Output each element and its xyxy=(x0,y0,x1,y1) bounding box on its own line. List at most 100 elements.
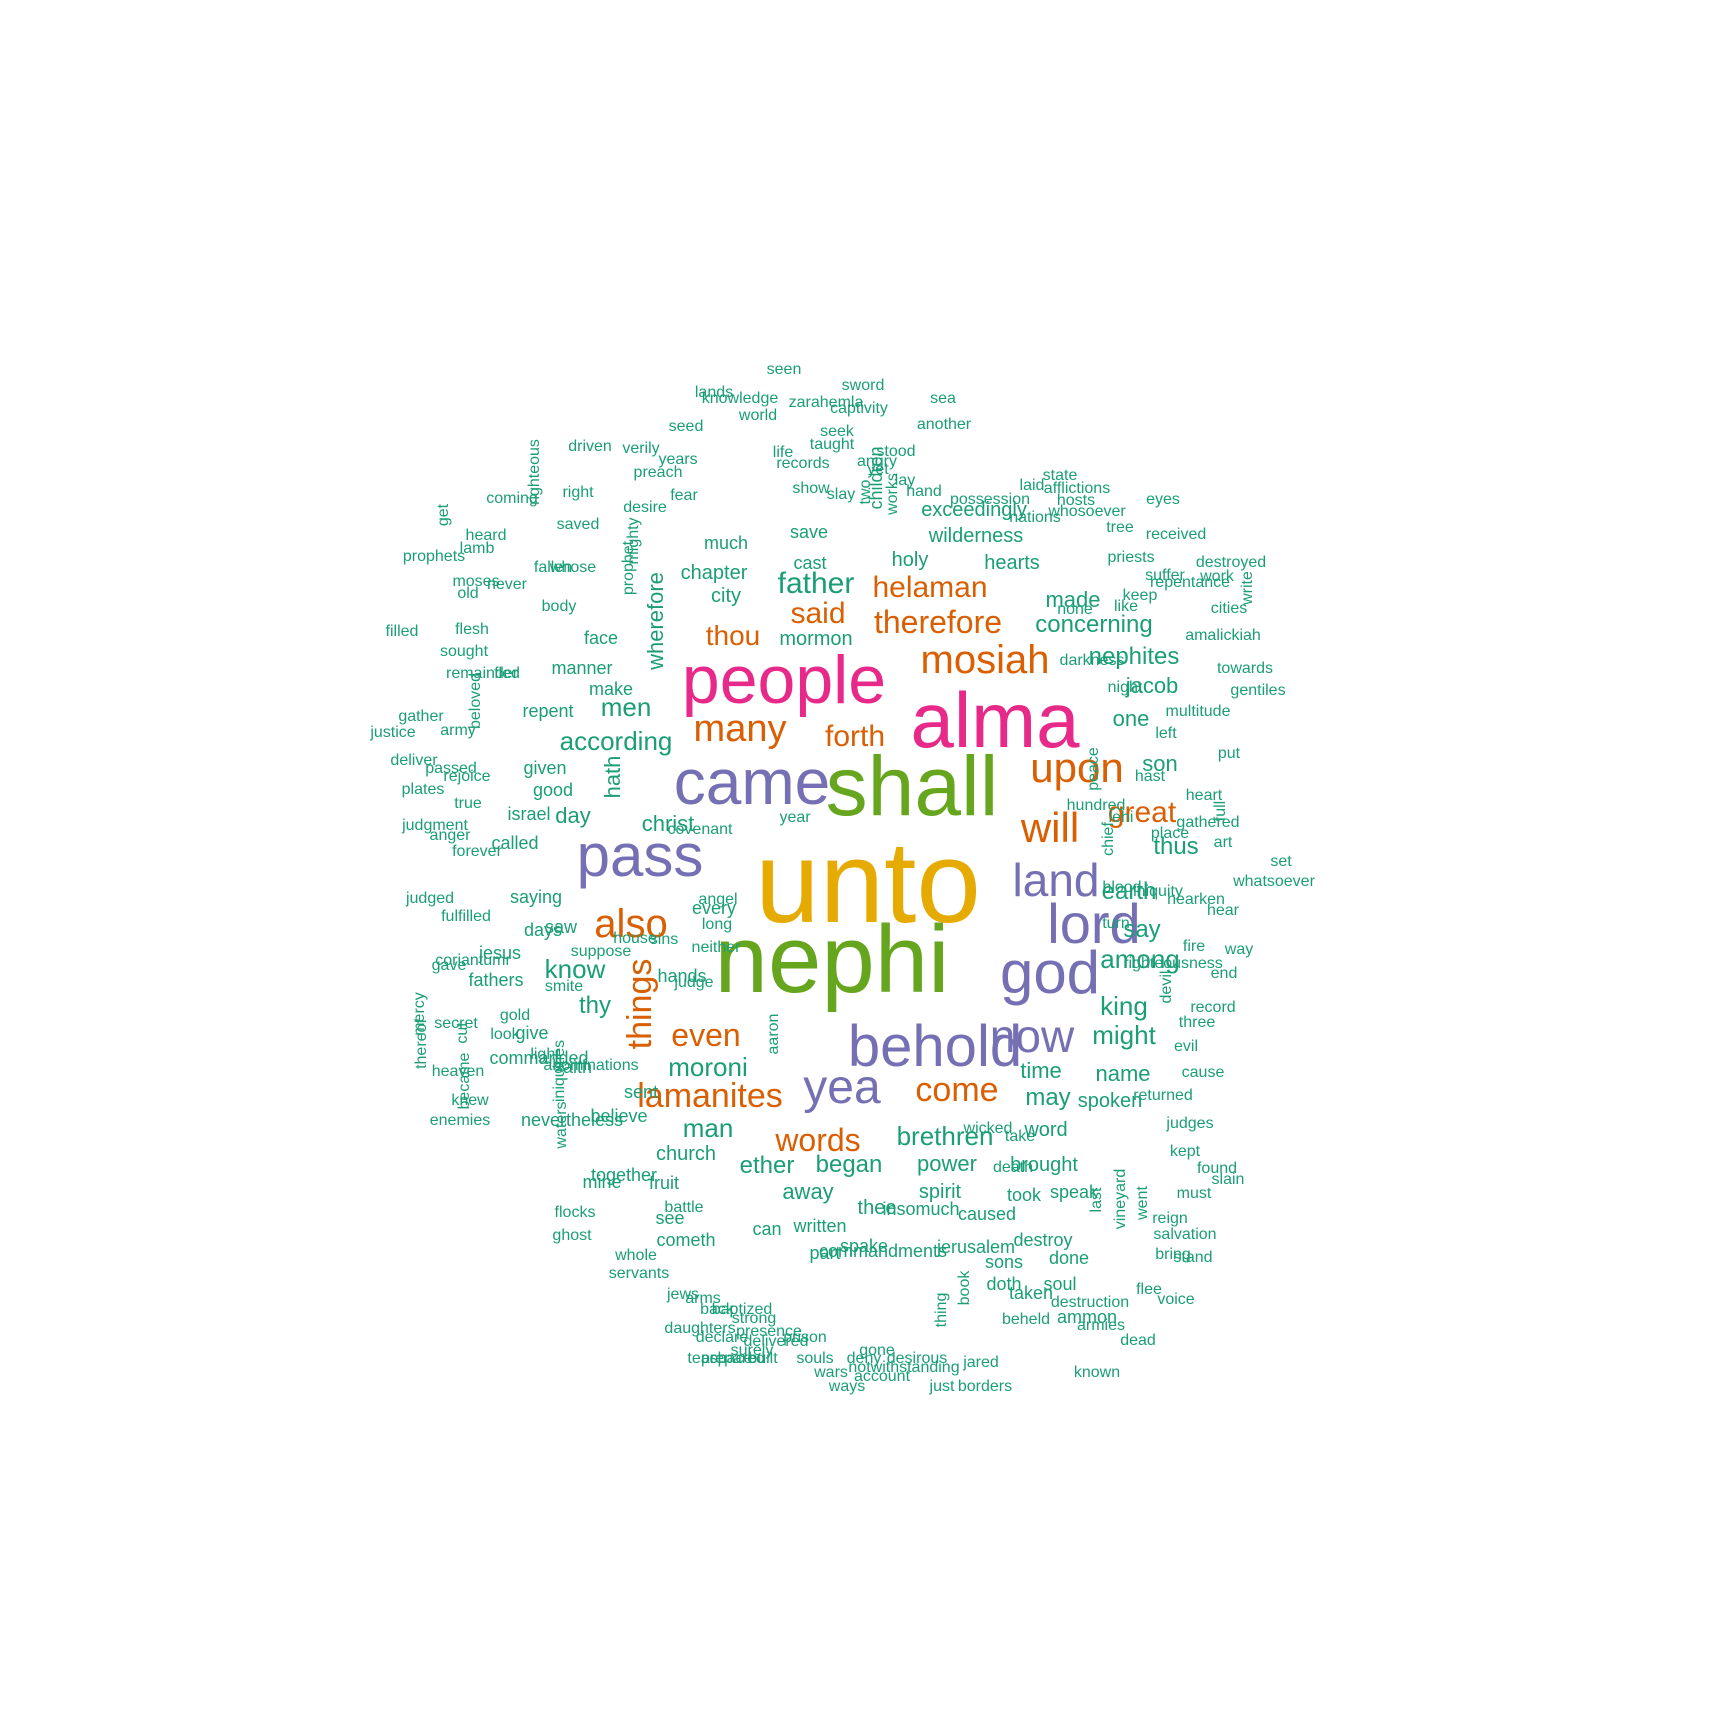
cloud-word-built: built xyxy=(748,1350,778,1367)
cloud-word-prophets: prophets xyxy=(402,548,466,565)
cloud-word-whosoever: whosoever xyxy=(1048,503,1126,520)
cloud-word-smite: smite xyxy=(544,978,584,995)
cloud-word-lamb: lamb xyxy=(459,540,495,557)
cloud-word-seek: seek xyxy=(820,423,854,440)
cloud-word-wilderness: wilderness xyxy=(928,525,1024,547)
cloud-word-light: light xyxy=(530,1046,560,1063)
cloud-word-souls: souls xyxy=(796,1350,834,1367)
cloud-word-mormon: mormon xyxy=(779,628,853,650)
cloud-word-keep: keep xyxy=(1122,587,1158,604)
cloud-word-two: two xyxy=(857,479,874,505)
cloud-word-thy: thy xyxy=(578,992,612,1019)
cloud-word-hear: hear xyxy=(1206,902,1240,919)
cloud-word-jesus: jesus xyxy=(478,943,522,963)
cloud-word-insomuch: insomuch xyxy=(882,1199,960,1219)
cloud-word-flee: flee xyxy=(1136,1281,1162,1298)
cloud-word-vineyard: vineyard xyxy=(1112,1168,1129,1230)
cloud-word-teach: teach xyxy=(687,1350,727,1367)
cloud-word-took: took xyxy=(1006,1185,1042,1205)
cloud-word-good: good xyxy=(532,780,574,800)
cloud-word-house: house xyxy=(613,930,657,947)
cloud-word-coriantumr: coriantumr xyxy=(435,952,511,969)
cloud-word-preach: preach xyxy=(633,464,683,481)
cloud-word-moses: moses xyxy=(452,573,500,590)
cloud-word-sea: sea xyxy=(930,390,956,407)
cloud-word-upon: upon xyxy=(1030,744,1124,791)
cloud-word-notwithstanding: notwithstanding xyxy=(848,1359,960,1376)
cloud-word-whose: whose xyxy=(549,559,597,576)
cloud-word-justice: justice xyxy=(370,724,416,741)
cloud-word-priests: priests xyxy=(1107,549,1155,566)
cloud-word-god: god xyxy=(999,939,1101,1006)
cloud-word-ways: ways xyxy=(828,1378,866,1395)
cloud-word-judge: judge xyxy=(674,974,714,991)
cloud-word-mosiah: mosiah xyxy=(920,638,1050,682)
cloud-word-therefore: therefore xyxy=(873,604,1003,640)
cloud-word-voice: voice xyxy=(1157,1291,1195,1308)
cloud-word-salvation: salvation xyxy=(1153,1226,1217,1243)
cloud-word-thing: thing xyxy=(933,1292,950,1328)
cloud-word-prison: prison xyxy=(783,1329,827,1346)
cloud-word-sword: sword xyxy=(841,377,885,394)
cloud-word-now: now xyxy=(989,1010,1075,1062)
cloud-word-lehi: lehi xyxy=(1108,809,1134,826)
cloud-word-evil: evil xyxy=(1173,1038,1199,1055)
cloud-word-gather: gather xyxy=(398,708,444,725)
cloud-word-take: take xyxy=(1004,1128,1036,1145)
cloud-word-sent: sent xyxy=(623,1082,659,1102)
cloud-word-said: said xyxy=(790,597,846,630)
cloud-word-great: great xyxy=(1107,796,1177,829)
cloud-word-things: things xyxy=(621,958,659,1050)
cloud-word-amalickiah: amalickiah xyxy=(1185,627,1261,644)
cloud-word-father: father xyxy=(777,567,855,600)
cloud-word-saw: saw xyxy=(544,917,578,937)
cloud-word-commandments: commandments xyxy=(818,1241,948,1261)
cloud-word-cities: cities xyxy=(1210,600,1248,617)
cloud-word-towards: towards xyxy=(1216,660,1274,677)
cloud-word-beheld: beheld xyxy=(1001,1311,1051,1328)
cloud-word-slay: slay xyxy=(826,486,856,503)
cloud-word-righteousness: righteousness xyxy=(1123,955,1223,972)
cloud-word-thus: thus xyxy=(1153,833,1199,860)
cloud-word-thee: thee xyxy=(857,1197,897,1219)
cloud-word-concerning: concerning xyxy=(1035,611,1153,638)
cloud-word-records: records xyxy=(776,455,830,472)
cloud-word-ether: ether xyxy=(739,1152,795,1179)
cloud-word-thou: thou xyxy=(705,620,761,651)
cloud-word-mercy: mercy xyxy=(411,992,428,1036)
cloud-word-stood: stood xyxy=(876,443,916,460)
cloud-word-never: never xyxy=(486,576,528,593)
cloud-word-peace: peace xyxy=(1085,747,1102,791)
cloud-word-look: look xyxy=(490,1026,520,1043)
cloud-word-every: every xyxy=(691,898,737,918)
cloud-word-secret: secret xyxy=(434,1015,478,1032)
cloud-word-plates: plates xyxy=(401,781,445,798)
cloud-word-part: part xyxy=(809,1243,841,1263)
cloud-word-can: can xyxy=(752,1219,782,1239)
cloud-word-shall: shall xyxy=(825,739,999,833)
cloud-word-brethren: brethren xyxy=(896,1121,994,1151)
cloud-word-way: way xyxy=(1224,941,1254,958)
cloud-word-suffer: suffer xyxy=(1145,567,1185,584)
cloud-word-book: book xyxy=(956,1270,973,1306)
cloud-word-face: face xyxy=(583,628,619,648)
cloud-word-true: true xyxy=(454,795,482,812)
cloud-word-mine: mine xyxy=(582,1172,622,1192)
cloud-word-holy: holy xyxy=(891,549,929,571)
cloud-word-remainder: remainder xyxy=(445,665,519,682)
cloud-word-according: according xyxy=(559,726,673,756)
cloud-word-account: account xyxy=(853,1368,911,1385)
cloud-word-together: together xyxy=(590,1165,658,1185)
cloud-word-space: space xyxy=(709,1350,753,1367)
cloud-word-set: set xyxy=(1270,853,1292,870)
cloud-word-repentance: repentance xyxy=(1149,574,1231,591)
cloud-word-dead: dead xyxy=(1120,1332,1156,1349)
cloud-word-seen: seen xyxy=(766,361,802,378)
cloud-word-year: year xyxy=(779,809,811,826)
cloud-word-wicked: wicked xyxy=(963,1120,1013,1137)
cloud-word-repent: repent xyxy=(522,701,574,721)
cloud-word-servants: servants xyxy=(608,1265,670,1282)
cloud-word-name: name xyxy=(1095,1061,1151,1086)
cloud-word-went: went xyxy=(1134,1186,1151,1220)
cloud-word-long: long xyxy=(701,916,733,933)
